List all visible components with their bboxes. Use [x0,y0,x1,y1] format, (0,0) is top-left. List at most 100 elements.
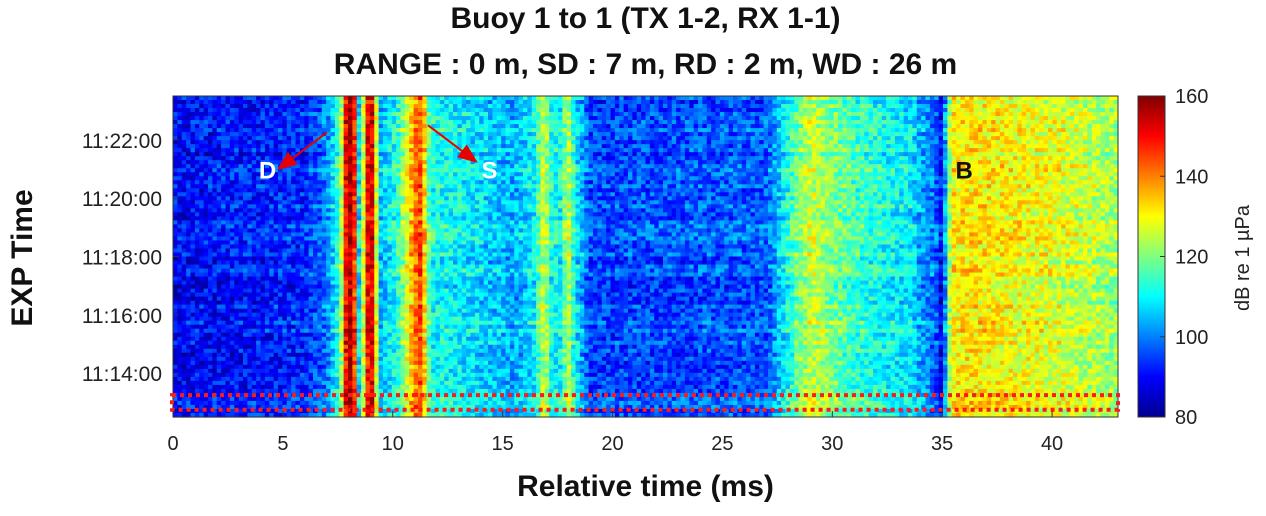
heatmap-cell [601,136,607,141]
heatmap-cell [733,140,738,145]
heatmap-cell [549,172,555,177]
heatmap-cell [1069,172,1075,177]
heatmap-cell [929,112,935,117]
heatmap-cell [505,144,511,149]
heatmap-cell [820,164,826,169]
heatmap-cell [1013,184,1018,189]
heatmap-cell [1017,132,1023,137]
heatmap-cell [466,164,472,169]
heatmap-cell [566,108,572,113]
heatmap-cell [387,112,393,117]
heatmap-cell [457,116,463,121]
heatmap-cell [426,104,432,109]
heatmap-cell [1078,104,1084,109]
heatmap-cell [1030,128,1036,133]
heatmap-cell [899,140,905,145]
heatmap-cell [212,180,218,185]
heatmap-cell [492,180,498,185]
heatmap-cell [684,120,690,125]
heatmap-cell [824,176,830,181]
heatmap-cell [960,132,966,137]
heatmap-cell [518,100,524,105]
heatmap-cell [225,188,231,193]
heatmap-cell [1091,164,1097,169]
heatmap-cell [575,140,581,145]
heatmap-cell [868,168,874,173]
heatmap-cell [352,124,358,129]
heatmap-cell [418,164,423,169]
heatmap-cell [768,128,773,133]
heatmap-cell [278,96,283,101]
heatmap-cell [859,116,865,121]
heatmap-cell [667,180,673,185]
heatmap-cell [995,132,1001,137]
heatmap-cell [448,168,454,173]
heatmap-cell [943,172,948,177]
heatmap-cell [619,156,625,161]
heatmap-cell [956,172,962,177]
heatmap-cell [448,136,454,141]
heatmap-cell [426,136,432,141]
heatmap-cell [177,120,183,125]
heatmap-cell [969,152,975,157]
heatmap-cell [597,144,603,149]
heatmap-cell [698,136,703,141]
heatmap-cell [772,100,778,105]
heatmap-cell [746,124,752,129]
heatmap-cell [925,144,931,149]
heatmap-cell [658,128,664,133]
heatmap-cell [422,124,428,129]
heatmap-cell [899,128,905,133]
heatmap-cell [208,144,213,149]
heatmap-cell [339,124,345,129]
heatmap-cell [947,136,953,141]
heatmap-cell [374,156,380,161]
heatmap-cell [238,156,244,161]
heatmap-cell [881,100,887,105]
heatmap-cell [903,184,909,189]
heatmap-cell [829,128,835,133]
heatmap-cell [838,100,843,105]
heatmap-cell [383,152,388,157]
heatmap-cell [238,132,244,137]
heatmap-cell [597,136,603,141]
heatmap-cell [859,120,865,125]
heatmap-cell [663,120,668,125]
heatmap-cell [728,120,734,125]
heatmap-cell [728,128,734,133]
heatmap-cell [610,140,616,145]
heatmap-cell [763,168,769,173]
heatmap-cell [523,156,528,161]
heatmap-cell [343,156,349,161]
heatmap-cell [1065,108,1071,113]
heatmap-cell [234,132,240,137]
heatmap-cell [260,136,266,141]
heatmap-cell [890,108,896,113]
heatmap-cell [461,164,467,169]
heatmap-cell [251,116,257,121]
heatmap-cell [1017,144,1023,149]
heatmap-cell [203,148,209,153]
heatmap-cell [317,128,323,133]
heatmap-cell [838,144,843,149]
heatmap-cell [286,132,292,137]
heatmap-cell [921,172,927,177]
heatmap-cell [811,184,817,189]
heatmap-cell [610,128,616,133]
heatmap-cell [256,108,262,113]
heatmap-cell [177,180,183,185]
heatmap-cell [260,108,266,113]
heatmap-cell [999,108,1005,113]
heatmap-cell [321,144,327,149]
heatmap-cell [916,116,922,121]
heatmap-cell [1043,124,1049,129]
heatmap-cell [273,188,279,193]
heatmap-cell [610,164,616,169]
heatmap-cell [225,120,231,125]
heatmap-cell [912,156,918,161]
heatmap-cell [724,100,730,105]
heatmap-cell [409,116,415,121]
heatmap-cell [461,128,467,133]
heatmap-cell [943,120,948,125]
heatmap-cell [610,132,616,137]
